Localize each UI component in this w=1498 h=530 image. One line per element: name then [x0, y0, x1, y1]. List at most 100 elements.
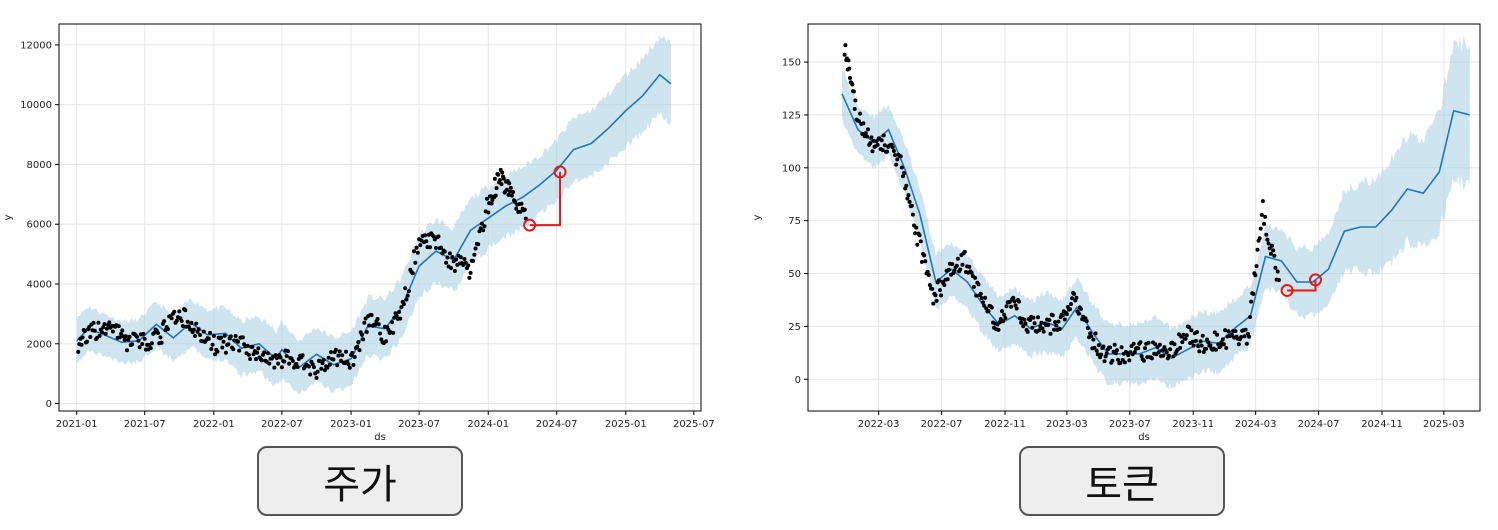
observed-point [364, 330, 369, 334]
observed-point [320, 361, 325, 366]
observed-point [522, 207, 527, 212]
observed-point [958, 267, 963, 272]
observed-point [501, 176, 506, 181]
observed-point [449, 266, 454, 271]
observed-point [1094, 348, 1099, 353]
observed-point [1004, 304, 1009, 309]
observed-point [978, 291, 983, 296]
chart-left: 2021-01 2021-07 2022-01 2022-07 2023-01 2023-… [3, 23, 715, 443]
observed-point [394, 313, 399, 318]
observed-point [1260, 199, 1265, 204]
observed-point [123, 334, 128, 339]
observed-point [180, 324, 185, 328]
observed-point [1101, 344, 1106, 349]
observed-point [1263, 214, 1268, 219]
observed-point [236, 339, 240, 344]
observed-point [356, 340, 361, 345]
observed-point [1267, 246, 1272, 251]
observed-point [899, 165, 904, 170]
annotation-connector [529, 171, 562, 227]
observed-point [165, 327, 170, 332]
observed-point [1244, 341, 1249, 346]
observed-point [321, 357, 326, 362]
observed-point [1264, 232, 1269, 237]
observed-point [76, 349, 81, 354]
observed-point [918, 239, 923, 244]
observed-point [1193, 338, 1198, 343]
observed-point [156, 331, 160, 335]
observed-point [325, 365, 330, 370]
observed-point [996, 327, 1001, 332]
observed-point [1184, 333, 1189, 338]
observed-point [1171, 354, 1176, 359]
observed-point [208, 330, 213, 335]
observed-point [933, 293, 938, 298]
observed-point [250, 344, 255, 349]
caption-stock-price: 주가 [257, 446, 463, 516]
observed-point [852, 107, 857, 111]
observed-point [191, 327, 196, 332]
x-tick-label: 2021-07 [124, 419, 166, 430]
observed-point [1233, 329, 1238, 334]
y-tick-label: 25 [788, 322, 801, 333]
observed-point [1204, 346, 1208, 351]
y-tick-label: 0 [795, 375, 801, 386]
observed-point [404, 297, 409, 302]
observed-point [1189, 328, 1194, 333]
observed-point [88, 335, 93, 339]
observed-point [314, 375, 319, 380]
observed-point [858, 111, 862, 116]
observed-point [901, 174, 905, 179]
observed-point [1056, 319, 1061, 324]
x-tick-label: 2021-01 [56, 419, 98, 430]
observed-point [103, 331, 108, 336]
observed-point [904, 183, 909, 188]
observed-point [1025, 329, 1030, 334]
observed-point [507, 181, 512, 186]
observed-point [1224, 346, 1229, 350]
observed-point [848, 76, 852, 80]
observed-point [493, 193, 498, 198]
x-tick-label: 2022-01 [193, 419, 235, 430]
observed-point [189, 320, 194, 325]
observed-point [1122, 360, 1127, 365]
observed-point [344, 349, 348, 354]
observed-point [482, 224, 487, 229]
observed-point [1164, 350, 1169, 355]
observed-point [1143, 346, 1147, 351]
observed-point [880, 148, 885, 153]
observed-point [215, 349, 220, 354]
observed-point [431, 234, 436, 239]
observed-point [909, 203, 914, 208]
x-tick-label: 2022-07 [921, 419, 963, 430]
observed-point [413, 260, 418, 265]
observed-point [423, 233, 428, 238]
observed-point [378, 331, 383, 336]
observed-point [882, 143, 887, 148]
observed-point [938, 288, 942, 293]
observed-point [471, 258, 476, 263]
observed-point [1208, 343, 1213, 348]
observed-point [315, 369, 320, 374]
observed-point [955, 256, 960, 261]
observed-point [1220, 337, 1225, 342]
observed-point [847, 66, 852, 71]
observed-points [76, 167, 528, 380]
observed-point [369, 313, 374, 317]
observed-point [486, 210, 491, 215]
observed-point [914, 225, 919, 230]
observed-point [1146, 340, 1151, 345]
observed-point [885, 149, 889, 154]
observed-point [1276, 278, 1281, 282]
observed-point [410, 271, 415, 276]
observed-point [306, 364, 311, 369]
observed-point [1265, 237, 1270, 242]
x-axis-label: ds [374, 432, 386, 443]
observed-point [1028, 318, 1032, 322]
observed-point [158, 335, 163, 340]
observed-point [917, 233, 922, 238]
observed-point [347, 365, 352, 370]
observed-point [1206, 340, 1211, 345]
observed-point [454, 257, 459, 262]
observed-point [1239, 335, 1244, 339]
